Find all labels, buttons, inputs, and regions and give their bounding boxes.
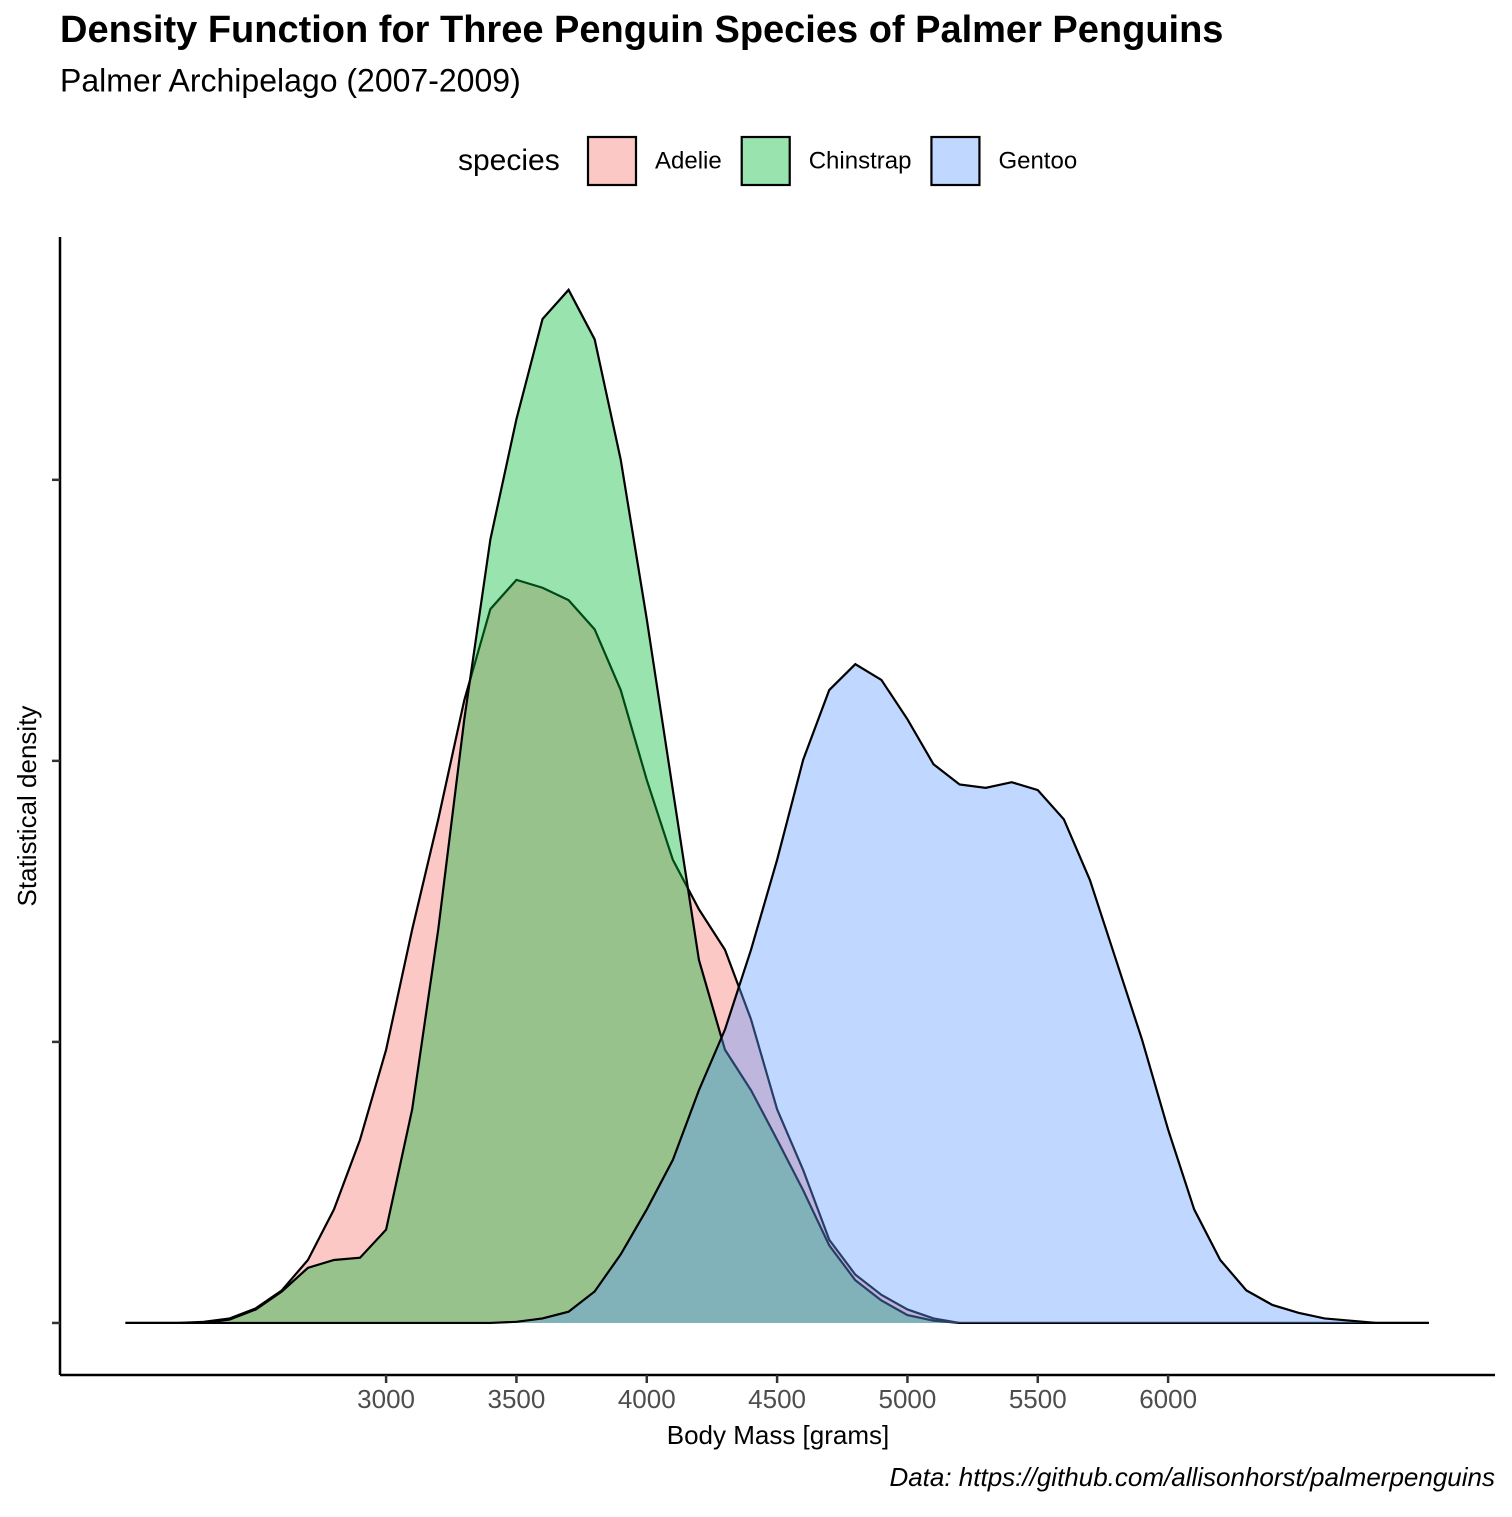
legend-title: species: [458, 144, 560, 177]
legend-label: Chinstrap: [809, 147, 912, 174]
x-tick-label: 5000: [879, 1384, 937, 1414]
legend-key: [740, 135, 791, 187]
x-tick-label: 4500: [748, 1384, 806, 1414]
density-area: [125, 664, 1429, 1323]
x-tick-label: 4000: [618, 1384, 676, 1414]
legend-key-bg: [931, 137, 980, 185]
chart-subtitle: Palmer Archipelago (2007-2009): [60, 62, 521, 98]
chart-title: Density Function for Three Penguin Speci…: [60, 9, 1223, 51]
density-area: [125, 289, 1429, 1323]
legend-label: Adelie: [655, 147, 722, 174]
caption: Data: https://github.com/allisonhorst/pa…: [889, 1462, 1495, 1492]
legend-key-bg: [741, 137, 790, 185]
density-outline: [125, 662, 1429, 1325]
legend-key-bg: [588, 137, 636, 185]
x-tick-label: 3500: [488, 1384, 546, 1414]
y-axis-label: Statistical density: [12, 706, 42, 907]
legend-key: [586, 135, 638, 187]
legend-key: [930, 135, 981, 187]
legend-label: Gentoo: [998, 147, 1077, 174]
x-tick-label: 3000: [357, 1384, 415, 1414]
density-outline: [125, 287, 1429, 1325]
density-area: [125, 579, 1429, 1323]
x-tick-label: 5500: [1009, 1384, 1067, 1414]
x-axis-label: Body Mass [grams]: [667, 1420, 890, 1450]
x-tick-label: 6000: [1139, 1384, 1197, 1414]
